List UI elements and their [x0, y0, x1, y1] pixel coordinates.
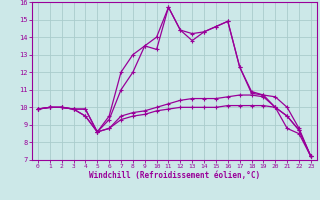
X-axis label: Windchill (Refroidissement éolien,°C): Windchill (Refroidissement éolien,°C) — [89, 171, 260, 180]
